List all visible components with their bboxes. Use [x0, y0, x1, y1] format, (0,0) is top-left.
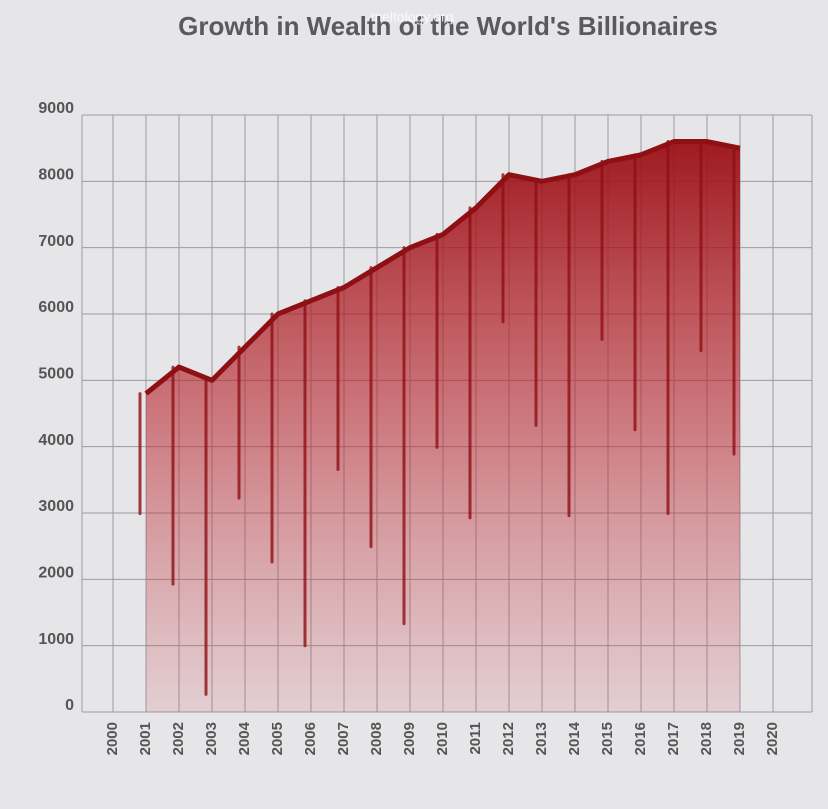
x-tick-label: 2015 [599, 722, 616, 755]
marks [138, 139, 741, 713]
area [146, 141, 740, 713]
x-tick-label: 2005 [269, 722, 286, 755]
x-tick-label: 2016 [632, 722, 649, 755]
y-tick-label: 4000 [38, 432, 74, 449]
x-tick-label: 2010 [434, 722, 451, 755]
x-tick-label: 2004 [236, 721, 253, 755]
x-tick-label: 2003 [203, 722, 220, 755]
labels: 0 1000 2000 3000 4000 5000 6000 7000 8000 9000 200… [38, 100, 781, 755]
y-tick-label: 2000 [38, 565, 74, 582]
line [144, 139, 741, 396]
x-tick-label: 2018 [698, 722, 715, 755]
watermark: meltology.org [370, 9, 453, 25]
y-tick-label: 9000 [38, 100, 74, 117]
x-tick-label: 2014 [566, 721, 583, 755]
y-tick-label: 6000 [38, 299, 74, 316]
x-tick-label: 2002 [170, 722, 187, 755]
x-tick-label: 2011 [467, 722, 484, 755]
x-tick-label: 2019 [731, 722, 748, 755]
x-tick-label: 2007 [335, 722, 352, 755]
y-tick-label: 7000 [38, 233, 74, 250]
x-tick-label: 2001 [137, 722, 154, 755]
x-tick-label: 2013 [533, 722, 550, 755]
chart-title: Growth in Wealth of the World's Billiona… [178, 11, 718, 41]
x-tick-label: 2012 [500, 722, 517, 755]
y-tick-label: 5000 [38, 366, 74, 383]
x-tick-label: 2008 [368, 722, 385, 755]
y-tick-label: 3000 [38, 498, 74, 515]
x-tick-label: 2006 [302, 722, 319, 755]
y-tick-label: 8000 [38, 167, 74, 184]
x-tick-label: 2000 [104, 722, 121, 755]
x-tick-label: 2020 [764, 722, 781, 755]
y-tick-label: 0 [65, 697, 74, 714]
y-tick-label: 1000 [38, 631, 74, 648]
x-tick-label: 2017 [665, 722, 682, 755]
x-tick-label: 2009 [401, 722, 418, 755]
